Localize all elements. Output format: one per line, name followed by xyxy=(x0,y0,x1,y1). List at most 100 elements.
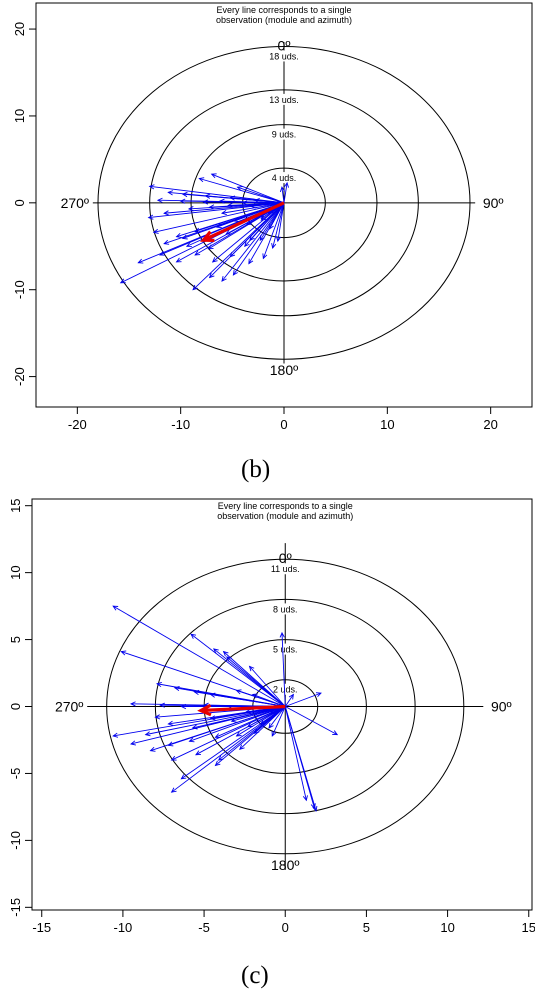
observation-vector-head xyxy=(209,692,216,698)
observation-vector-head xyxy=(181,191,188,198)
panel-c: -15 -10 -5 0 5 10 15 -15 -10 -5 0 5 10 15 2 uds. 5 uds.… xyxy=(8,498,535,935)
chart-title-line: observation (module and azimuth) xyxy=(216,15,352,25)
circle-label: 11 uds. xyxy=(271,564,300,574)
circle-label-bg xyxy=(268,128,300,140)
observation-vector-head xyxy=(262,253,268,260)
y-tick-label: -10 xyxy=(12,280,27,299)
observation-vector xyxy=(283,182,288,203)
observation-vector xyxy=(284,706,315,809)
observation-vector xyxy=(236,706,286,737)
circle-label-bg xyxy=(265,93,303,105)
caption-b: (b) xyxy=(241,456,271,483)
y-tick-label: 10 xyxy=(12,109,27,123)
observation-vector-head xyxy=(180,774,187,780)
observation-vector-head xyxy=(222,650,229,657)
y-tick-label: -5 xyxy=(8,768,23,780)
observation-vector xyxy=(284,694,294,707)
observation-vector-head xyxy=(198,177,205,183)
y-tick-label: -20 xyxy=(12,367,27,386)
observation-vector-head xyxy=(235,689,242,695)
observation-vector xyxy=(285,692,322,707)
observation-vector-head xyxy=(181,234,188,240)
observation-vector xyxy=(260,706,286,725)
observation-vector-head xyxy=(332,730,339,736)
chart-title-line: Every line corresponds to a single xyxy=(218,501,353,511)
x-tick-label: 10 xyxy=(380,417,394,432)
observation-vector-head xyxy=(275,236,282,243)
observation-vector-head xyxy=(119,278,126,284)
observation-vector-head xyxy=(251,693,258,699)
observation-vector-head xyxy=(144,731,151,737)
observation-vector-head xyxy=(193,689,200,696)
observation-vector xyxy=(113,706,286,737)
direction-label-bg xyxy=(477,192,510,211)
observation-vector-head xyxy=(288,693,294,700)
observation-vector-head xyxy=(163,239,170,245)
observation-vector-head xyxy=(148,184,155,190)
observation-vector xyxy=(285,706,338,736)
observation-vector-head xyxy=(249,235,255,241)
observation-vector xyxy=(252,694,286,707)
observation-vector xyxy=(255,199,285,204)
mean-vector-head xyxy=(197,703,212,717)
observation-vector-head xyxy=(130,740,137,746)
observation-vector-head xyxy=(248,258,254,265)
observation-vector-head xyxy=(187,206,194,212)
observation-vector xyxy=(112,605,286,707)
observation-vector-head xyxy=(225,229,232,235)
observation-vector-head xyxy=(170,755,177,761)
observation-vector-head xyxy=(232,269,238,276)
circle-label: 8 uds. xyxy=(273,604,298,614)
observation-vector xyxy=(248,202,285,264)
x-tick-label: 0 xyxy=(282,920,289,935)
observation-vector xyxy=(272,202,285,249)
observation-vector-head xyxy=(229,195,236,201)
observation-vector-head xyxy=(248,665,255,672)
y-tick-label: 10 xyxy=(8,565,23,579)
observation-vector xyxy=(130,706,286,745)
observation-vector-head xyxy=(180,703,187,710)
observation-vector xyxy=(281,632,286,707)
observation-vector xyxy=(150,706,286,752)
direction-label-bg xyxy=(485,696,518,715)
direction-label-north: 0º xyxy=(279,550,292,566)
observation-vector-head xyxy=(210,173,217,179)
observation-vector-head xyxy=(244,241,250,248)
circle-label-bg xyxy=(269,643,301,655)
observation-vector-head xyxy=(156,197,163,203)
observation-vector-head xyxy=(175,232,182,238)
observation-vector xyxy=(209,202,285,278)
observation-vector-head xyxy=(214,760,221,767)
observation-vector xyxy=(247,706,286,727)
observation-vector-head xyxy=(283,181,289,188)
circle-label: 2 uds. xyxy=(273,685,298,695)
circle-label: 5 uds. xyxy=(273,645,298,655)
observation-vector-head xyxy=(271,730,277,737)
observation-vector xyxy=(171,706,286,793)
observation-vector-head xyxy=(163,210,169,216)
observation-vector xyxy=(254,706,286,734)
observation-vector-head xyxy=(208,204,215,210)
observation-vector-head xyxy=(269,709,276,714)
observation-vector-head xyxy=(211,257,218,263)
circle-label-bg xyxy=(267,563,304,575)
circle-label-bg xyxy=(265,50,303,62)
observation-vector-head xyxy=(254,198,260,204)
observation-vector-head xyxy=(188,737,195,743)
x-tick-label: -15 xyxy=(32,920,51,935)
plot-frame xyxy=(31,498,533,911)
observation-vector-head xyxy=(268,722,274,729)
y-tick-label: 0 xyxy=(12,199,27,206)
observation-vector xyxy=(190,633,286,707)
x-tick-label: 10 xyxy=(440,920,454,935)
observation-vector-head xyxy=(312,805,318,812)
y-tick-label: 15 xyxy=(8,498,23,512)
observation-vector-head xyxy=(190,633,197,639)
observation-vector-head xyxy=(208,272,215,279)
observation-vector-head xyxy=(170,787,177,793)
observation-vector-head xyxy=(159,250,166,256)
observation-vector xyxy=(221,202,285,282)
x-tick-label: 20 xyxy=(483,417,497,432)
observation-vector-head xyxy=(192,284,198,291)
direction-label-south: 180º xyxy=(271,857,299,873)
